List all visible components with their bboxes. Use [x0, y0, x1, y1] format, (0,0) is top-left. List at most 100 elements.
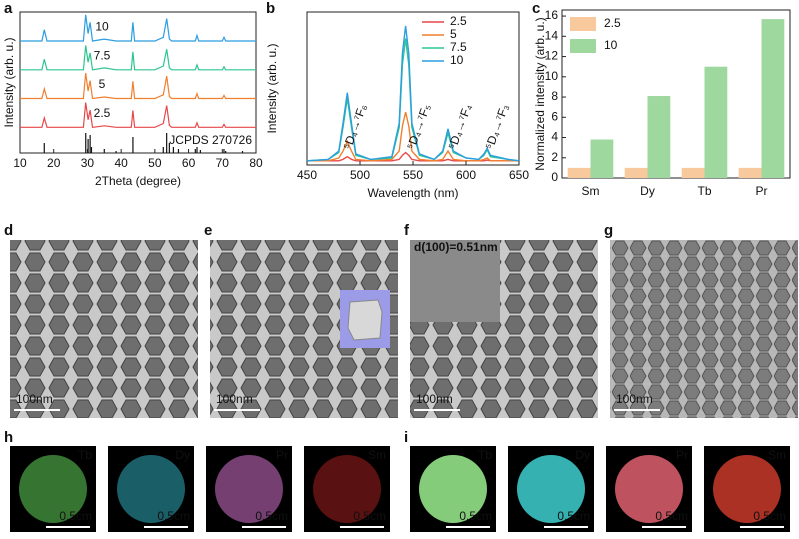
- scale-bar-label: 100nm: [616, 392, 653, 406]
- element-label: Sm: [768, 448, 786, 462]
- spectrum: [307, 151, 519, 162]
- plot-frame: [561, 9, 791, 179]
- series-label: 5: [99, 77, 106, 91]
- micrograph: [10, 240, 198, 418]
- scale-bar-label: 0.5cm: [255, 509, 288, 523]
- xrd-pattern: [20, 73, 256, 100]
- bar: [590, 139, 614, 178]
- panel-label: e: [204, 222, 212, 239]
- map-glow: [215, 455, 283, 523]
- legend-swatch: [570, 39, 596, 53]
- xrd-pattern: [20, 45, 256, 71]
- map-glow: [313, 455, 381, 523]
- panel-label: i: [404, 429, 408, 446]
- scale-bar-label: 0.5cm: [353, 509, 386, 523]
- map-glow: [615, 455, 683, 523]
- inset-prism: [347, 299, 383, 341]
- y-tick-label: 4: [551, 130, 558, 144]
- y-tick-label: 8: [551, 89, 558, 103]
- map-glow: [19, 455, 87, 523]
- scale-bar-label: 100nm: [216, 392, 253, 406]
- micrograph: [610, 240, 798, 418]
- xrd-pattern: [20, 102, 256, 128]
- panel-label: g: [604, 222, 613, 239]
- legend-label: 7.5: [450, 40, 467, 54]
- panel-label: d: [4, 222, 13, 239]
- element-label: Sm: [368, 448, 386, 462]
- panel-label: b: [266, 0, 275, 17]
- series-label: 2.5: [94, 106, 111, 120]
- x-tick-label: 50: [148, 156, 162, 170]
- x-tick-label: Pr: [756, 184, 768, 198]
- series-label: 10: [95, 20, 109, 34]
- scale-bar-label: 100nm: [416, 392, 453, 406]
- bar: [704, 66, 728, 178]
- bar: [761, 19, 785, 179]
- spectrum: [307, 111, 519, 162]
- panel-label: h: [4, 429, 13, 446]
- element-label: Pr: [276, 448, 288, 462]
- legend-label: 10: [604, 38, 618, 52]
- y-tick-label: 0: [551, 170, 558, 184]
- scale-bar-label: 0.5cm: [557, 509, 590, 523]
- y-tick-label: 14: [545, 28, 559, 42]
- scale-bar-label: 0.5cm: [157, 509, 190, 523]
- x-tick-label: 500: [350, 168, 370, 182]
- legend-swatch: [570, 17, 596, 31]
- scale-bar-label: 0.5cm: [459, 509, 492, 523]
- scale-bar-label: 0.5cm: [753, 509, 786, 523]
- scale-bar-label: 0.5cm: [59, 509, 92, 523]
- y-axis-label: Intensity (arb. u.): [2, 37, 16, 127]
- reference-label: JCPDS 270726: [169, 133, 252, 147]
- series-label: 7.5: [94, 48, 111, 62]
- x-tick-label: 80: [249, 156, 263, 170]
- legend-label: 2.5: [604, 16, 621, 30]
- plot-frame: [19, 11, 257, 154]
- element-label: Tb: [478, 448, 492, 462]
- x-tick-label: 450: [297, 168, 317, 182]
- x-tick-label: 30: [81, 156, 95, 170]
- x-tick-label: 600: [456, 168, 476, 182]
- bar: [567, 167, 591, 178]
- x-tick-label: 60: [182, 156, 196, 170]
- element-label: Dy: [575, 448, 590, 462]
- bar: [681, 167, 705, 178]
- x-tick-label: 650: [509, 168, 529, 182]
- element-label: Dy: [175, 448, 190, 462]
- x-tick-label: 40: [114, 156, 128, 170]
- y-axis-label: Normalized intensity (arb. u.): [533, 17, 547, 170]
- x-tick-label: 550: [403, 168, 423, 182]
- element-label: Tb: [78, 448, 92, 462]
- y-tick-label: 6: [551, 109, 558, 123]
- inset-label: d(100)=0.51nm: [414, 240, 498, 254]
- x-tick-label: 10: [13, 156, 27, 170]
- xrd-pattern: [20, 14, 256, 42]
- x-tick-label: 70: [216, 156, 230, 170]
- scale-bar-label: 100nm: [16, 392, 53, 406]
- panel-label: c: [532, 0, 540, 17]
- y-tick-label: 12: [545, 49, 559, 63]
- y-tick-label: 16: [545, 8, 559, 22]
- map-glow: [517, 455, 585, 523]
- x-tick-label: Dy: [640, 184, 655, 198]
- map-glow: [419, 455, 487, 523]
- y-tick-label: 2: [551, 150, 558, 164]
- transition-label: ⁵D₄→⁷F₄: [445, 102, 474, 151]
- y-tick-label: 10: [545, 69, 559, 83]
- map-glow: [117, 455, 185, 523]
- legend-label: 5: [450, 27, 457, 41]
- panel-label: a: [4, 0, 13, 17]
- spectrum: [306, 25, 520, 162]
- legend-label: 2.5: [450, 14, 467, 28]
- y-axis-label: Intensity (arb. u.): [265, 43, 279, 133]
- bar: [738, 167, 762, 178]
- legend-label: 10: [450, 53, 464, 67]
- bar: [624, 167, 648, 178]
- x-tick-label: Sm: [582, 184, 600, 198]
- x-tick-label: 20: [47, 156, 61, 170]
- hrtem-inset: [410, 240, 500, 322]
- x-tick-label: Tb: [697, 184, 711, 198]
- transition-label: ⁵D₄→⁷F₃: [482, 102, 511, 151]
- scale-bar-label: 0.5cm: [655, 509, 688, 523]
